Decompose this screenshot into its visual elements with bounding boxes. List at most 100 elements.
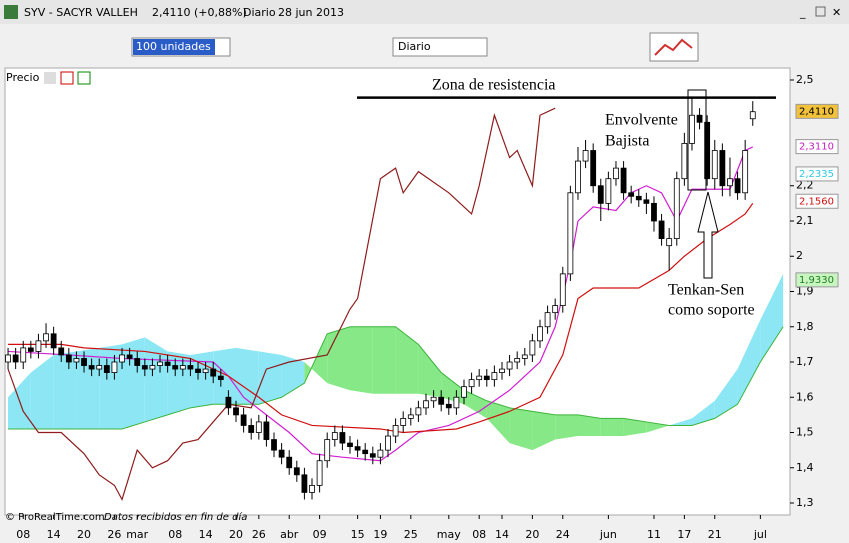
timeframe-dropdown[interactable]: [392, 37, 488, 57]
candle-body: [347, 442, 353, 448]
maximize-button[interactable]: [815, 6, 826, 17]
candle-body: [248, 425, 255, 433]
engulfing-box: [687, 89, 707, 191]
y-tick-label: 1,3: [796, 496, 814, 509]
candle-body: [727, 178, 733, 187]
price-label: 2,3110: [799, 142, 834, 153]
candle-body: [96, 365, 103, 370]
candle-body: [73, 358, 80, 363]
candle-body: [696, 114, 703, 123]
price-label-box: [795, 272, 839, 288]
close-button[interactable]: ✕: [832, 6, 841, 19]
price-label-box: [795, 139, 839, 155]
cloud-segment: [577, 414, 601, 437]
minimize-button[interactable]: _: [799, 6, 806, 19]
period: Diario: [243, 6, 276, 19]
candle-body: [339, 432, 346, 444]
candle-body: [202, 368, 209, 373]
candle-body: [210, 368, 217, 377]
candle-body: [430, 396, 437, 402]
candle-body: [58, 347, 65, 356]
x-tick-label: 09: [313, 528, 327, 541]
quote: 2,4110 (+0,88%): [152, 6, 247, 19]
candle-body: [559, 273, 566, 307]
app-icon: [4, 5, 18, 19]
panel-label: Precio: [6, 71, 40, 84]
candle-body: [5, 354, 11, 363]
candle-body: [438, 396, 445, 405]
x-tick-label: 26: [107, 528, 121, 541]
cloud-segment: [350, 326, 373, 394]
cloud-segment: [372, 326, 396, 394]
cloud-segment: [600, 418, 624, 437]
candle-body: [521, 354, 528, 359]
support-label: Tenkan-Sen: [668, 282, 744, 299]
date: 28 jun 2013: [278, 6, 344, 19]
candle-body: [461, 386, 467, 398]
plot: [5, 97, 784, 502]
x-tick-label: mar: [126, 528, 148, 541]
candle-body: [149, 365, 156, 370]
candle-body: [468, 379, 475, 388]
x-tick-label: 20: [525, 528, 539, 541]
candle-body: [658, 220, 665, 240]
cloud-segment: [669, 418, 692, 426]
price-label: 2,4110: [799, 106, 834, 117]
candle-body: [255, 421, 262, 433]
span-a-line: [8, 326, 784, 430]
candle-body: [88, 365, 95, 370]
x-tick-label: jul: [753, 528, 767, 541]
cloud-segment: [144, 337, 168, 422]
candle-body: [240, 414, 247, 426]
down-icon[interactable]: [60, 71, 74, 85]
up-icon[interactable]: [77, 71, 91, 85]
price-label-box: [795, 103, 839, 119]
candle-body: [50, 333, 57, 349]
x-tick-label: 15: [351, 528, 365, 541]
y-tick-label: 2,1: [796, 214, 814, 227]
candle-body: [81, 358, 87, 366]
indicator-icon: [654, 38, 693, 56]
candle-body: [582, 150, 589, 162]
cloud-segment: [236, 347, 259, 405]
candle-body: [263, 421, 270, 440]
x-tick-label: 24: [556, 528, 570, 541]
candle-body: [575, 160, 581, 194]
candle-body: [217, 375, 224, 381]
candle-body: [195, 368, 201, 373]
candle-body: [491, 372, 498, 381]
y-tick-label: 2: [796, 249, 803, 262]
price-label: 1,9330: [799, 275, 834, 286]
candle-body: [499, 368, 505, 373]
cloud-segment: [418, 344, 442, 398]
candle-body: [590, 150, 597, 187]
candle-body: [385, 435, 391, 451]
y-tick-label: 1,9: [796, 285, 814, 298]
y-tick-label: 1,6: [796, 390, 814, 403]
plot-area: [4, 67, 791, 516]
candle-body: [362, 449, 369, 455]
quantity-text: 100 unidades: [136, 40, 211, 53]
candle-body: [233, 407, 239, 416]
settings-icon[interactable]: [44, 72, 56, 84]
candle-body: [605, 178, 612, 204]
candle-body: [742, 150, 749, 194]
cloud-segment: [509, 407, 533, 451]
timeframe-text: Diario: [398, 40, 431, 53]
cloud-segment: [441, 372, 464, 405]
x-tick-label: 26: [252, 528, 266, 541]
cloud-segment: [463, 390, 487, 419]
candle-body: [749, 111, 756, 120]
engulfing-label: Bajista: [605, 133, 649, 150]
y-tick-label: 2,2: [796, 179, 814, 192]
x-tick-label: 17: [677, 528, 691, 541]
candle-body: [27, 347, 34, 352]
candle-body: [179, 365, 186, 370]
y-tick-label: 1,5: [796, 426, 814, 439]
x-tick-label: 08: [168, 528, 182, 541]
cloud-segment: [30, 354, 54, 429]
candle-body: [643, 199, 650, 204]
quantity-selected: [133, 39, 215, 55]
candle-body: [293, 467, 300, 476]
